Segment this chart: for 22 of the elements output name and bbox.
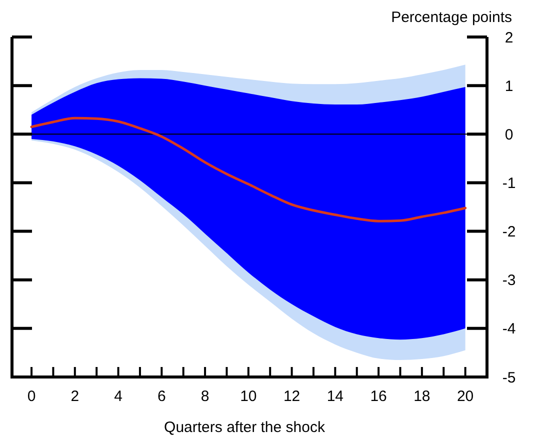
x-tick-label: 0 <box>27 388 36 405</box>
x-axis-title: Quarters after the shock <box>164 419 326 436</box>
x-tick-label: 18 <box>414 388 430 405</box>
x-tick-label: 12 <box>283 388 300 405</box>
y-tick-label: 1 <box>504 78 514 95</box>
x-tick-label: 8 <box>200 388 210 405</box>
y-tick-label: 0 <box>504 126 514 144</box>
y-tick-label: 2 <box>504 29 514 46</box>
x-tick-label: 4 <box>114 388 122 405</box>
x-tick-label: 14 <box>326 388 344 405</box>
line-series <box>30 116 467 222</box>
x-tick-label: 2 <box>70 388 80 405</box>
x-tick-label: 10 <box>240 388 257 405</box>
y-tick-label: -5 <box>502 369 516 386</box>
x-tick-label: 20 <box>456 388 474 405</box>
y-tick-label: -1 <box>502 174 516 192</box>
y-tick-label: -2 <box>502 224 516 241</box>
y-tick-label: -3 <box>502 272 516 290</box>
x-tick-label: 16 <box>370 388 387 405</box>
y-tick-label: -4 <box>502 320 516 338</box>
x-tick-label: 6 <box>157 388 166 405</box>
y-axis-title: Percentage points <box>391 9 512 26</box>
